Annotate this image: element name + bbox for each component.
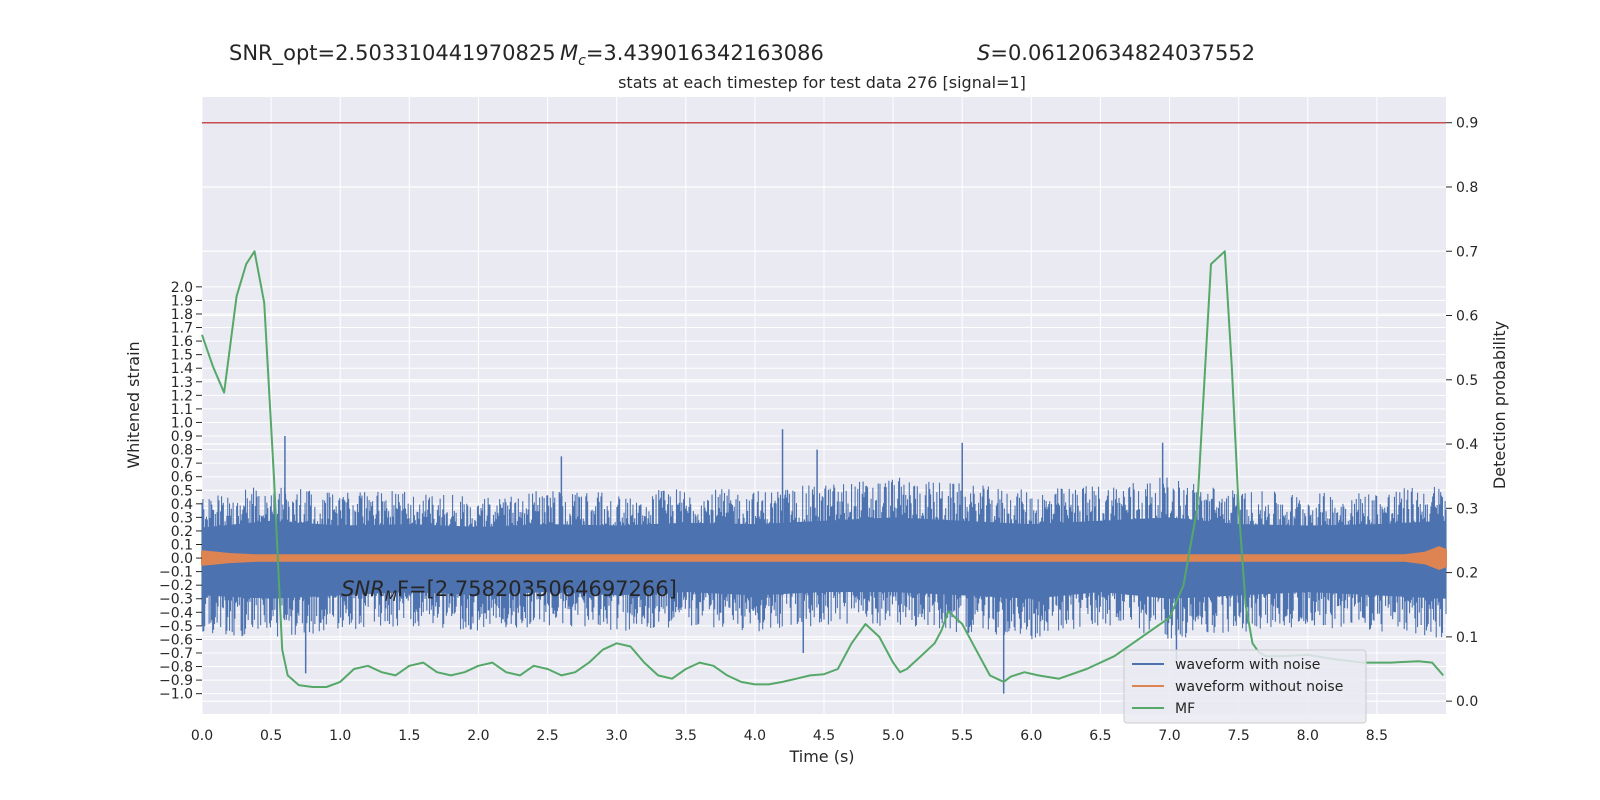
y-left-tick-label: −0.8 [159, 660, 193, 676]
y-left-tick-label: 1.2 [171, 388, 193, 404]
y-left-tick-label: −0.7 [159, 646, 193, 662]
y-left-tick-label: 0.3 [171, 510, 193, 526]
legend-label-noise: waveform with noise [1175, 657, 1320, 673]
x-tick-label: 4.5 [813, 728, 835, 744]
y-left-tick-label: 1.9 [171, 293, 193, 309]
legend-label-clean: waveform without noise [1175, 679, 1343, 695]
legend: waveform with noise waveform without noi… [1123, 649, 1367, 724]
snr-mf-rest: F=[2.7582035064697266] [397, 577, 677, 601]
y-left-tick-label: −1.0 [159, 687, 193, 703]
y-left-tick-label: 0.7 [171, 456, 193, 472]
x-tick-label: 5.0 [882, 728, 904, 744]
x-tick-label: 0.0 [191, 728, 213, 744]
y-left-tick-label: 0.0 [171, 551, 193, 567]
y-left-tick-label: 1.7 [171, 321, 193, 337]
y-axis-label-left: Whitened strain [124, 341, 143, 468]
series-mf [201, 250, 1444, 688]
snr-mf-annotation: SNRMF=[2.7582035064697266] [341, 577, 677, 605]
y-left-tick-label: 1.5 [171, 348, 193, 364]
y-right-tick-label: 0.9 [1456, 116, 1478, 132]
y-left-tick-label: 1.4 [171, 361, 193, 377]
legend-item-clean: waveform without noise [1132, 679, 1343, 695]
x-tick-label: 7.5 [1228, 728, 1250, 744]
y-left-tick-label: −0.5 [159, 619, 193, 635]
header-mc: Mc=3.439016342163086 [560, 41, 824, 69]
y-right-tick-label: 0.6 [1456, 309, 1478, 325]
y-left-tick-label: −0.9 [159, 673, 193, 689]
y-right-tick-label: 0.8 [1456, 180, 1478, 196]
y-left-tick-label: −0.2 [159, 578, 193, 594]
y-right-tick-label: 0.3 [1456, 501, 1478, 517]
y-right-tick-label: 0.0 [1456, 694, 1478, 710]
y-left-tick-label: 2.0 [171, 280, 193, 296]
x-tick-label: 3.5 [675, 728, 697, 744]
series-layer [201, 121, 1447, 694]
y-left-tick-label: 0.4 [171, 497, 193, 513]
legend-item-noise: waveform with noise [1132, 657, 1320, 673]
y-right-tick-label: 0.7 [1456, 244, 1478, 260]
legend-item-mf: MF [1132, 701, 1195, 717]
y-left-tick-label: 1.6 [171, 334, 193, 350]
header-snr-opt: SNR_opt=2.503310441970825 [229, 41, 556, 66]
y-left-tick-label: −0.4 [159, 605, 193, 621]
legend-label-mf: MF [1175, 701, 1195, 717]
x-tick-label: 5.5 [951, 728, 973, 744]
legend-frame [1123, 649, 1367, 724]
x-tick-label: 8.5 [1366, 728, 1388, 744]
y-right-tick-label: 0.5 [1456, 373, 1478, 389]
y-left-tick-label: 1.1 [171, 402, 193, 418]
y-left-tick-label: 0.9 [171, 429, 193, 445]
y-left-tick-label: −0.6 [159, 632, 193, 648]
x-tick-label: 4.0 [744, 728, 766, 744]
y-left-tick-label: 1.8 [171, 307, 193, 323]
chart-title: stats at each timestep for test data 276… [618, 73, 1026, 92]
ticks-layer: 0.0 0.5 1.0 1.5 2.0 2.5 3.0 3.5 4.0 4.5 5.0 5.5 6.0 6… [159, 116, 1478, 744]
y-right-tick-label: 0.2 [1456, 566, 1478, 582]
x-tick-label: 6.0 [1020, 728, 1042, 744]
y-left-tick-label: −0.3 [159, 592, 193, 608]
x-tick-label: 8.0 [1297, 728, 1319, 744]
y-left-tick-label: 1.3 [171, 375, 193, 391]
x-tick-label: 0.5 [260, 728, 282, 744]
x-tick-label: 1.5 [398, 728, 420, 744]
x-tick-label: 6.5 [1089, 728, 1111, 744]
x-tick-label: 3.0 [606, 728, 628, 744]
annotation-layer: SNRMF=[2.7582035064697266] [341, 577, 677, 605]
y-left-tick-label: 0.8 [171, 443, 193, 459]
snr-mf-sub: M [385, 589, 397, 605]
x-tick-label: 1.0 [329, 728, 351, 744]
y-axis-label-right: Detection probability [1490, 321, 1509, 489]
x-axis-label: Time (s) [788, 747, 854, 766]
header-s: S=0.06120634824037552 [977, 41, 1255, 65]
y-left-tick-label: 0.2 [171, 524, 193, 540]
x-tick-label: 2.5 [536, 728, 558, 744]
y-left-tick-label: 0.1 [171, 537, 193, 553]
x-tick-label: 2.0 [467, 728, 489, 744]
series-waveform-without-noise [201, 546, 1447, 570]
y-left-tick-label: 0.5 [171, 483, 193, 499]
snr-mf-base: SNR [341, 577, 385, 601]
x-tick-label: 7.0 [1158, 728, 1180, 744]
y-right-tick-label: 0.4 [1456, 437, 1478, 453]
y-left-tick-label: −0.1 [159, 565, 193, 581]
y-left-tick-label: 0.6 [171, 470, 193, 486]
y-left-tick-label: 1.0 [171, 415, 193, 431]
y-right-tick-label: 0.1 [1456, 630, 1478, 646]
